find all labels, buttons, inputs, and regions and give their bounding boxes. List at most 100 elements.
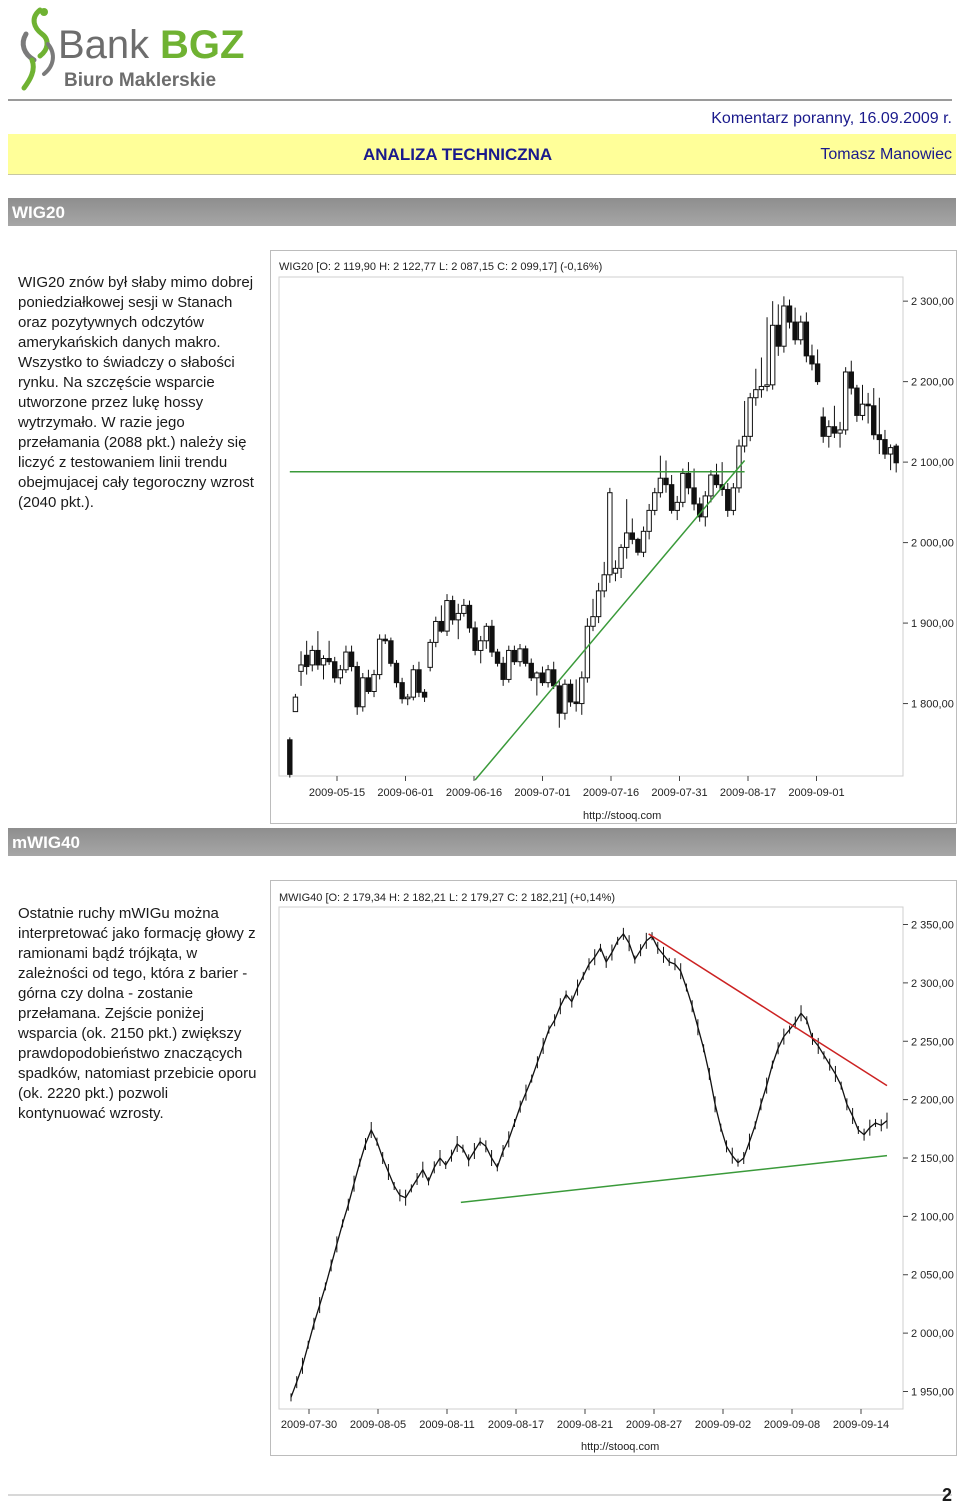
y-tick-label: 2 000,00	[911, 1328, 954, 1340]
candle-body	[652, 492, 658, 511]
candle-body	[646, 509, 652, 532]
candle-body	[854, 387, 860, 416]
candle-body	[871, 405, 877, 436]
candle-body	[713, 474, 720, 486]
candle-body	[567, 683, 574, 703]
candle-body	[792, 321, 798, 341]
logo-swirl-icon	[20, 7, 55, 91]
candle-body	[758, 385, 765, 391]
candle-body	[635, 538, 641, 553]
candle-body	[820, 416, 826, 437]
y-tick-label: 2 350,00	[911, 920, 954, 932]
candle-body	[461, 604, 467, 614]
candle-body	[399, 682, 405, 700]
y-tick-label: 2 200,00	[911, 377, 954, 389]
x-tick-label: 2009-08-17	[720, 787, 776, 799]
candle-body	[539, 672, 546, 684]
candle-body	[691, 487, 697, 505]
candle-body	[640, 530, 647, 553]
header-rule	[8, 99, 952, 101]
candle-body	[494, 651, 501, 664]
y-tick-label: 2 050,00	[911, 1270, 954, 1282]
candle-body	[472, 627, 478, 651]
candle-body	[455, 612, 461, 621]
candle-body	[320, 657, 327, 666]
candle-body	[803, 321, 810, 357]
report-author: Tomasz Manowiec	[820, 146, 952, 163]
candle-body	[354, 666, 360, 708]
y-tick-label: 2 250,00	[911, 1036, 954, 1048]
x-tick-label: 2009-07-30	[281, 1419, 337, 1431]
candle-body	[781, 305, 787, 347]
candle-body	[623, 532, 630, 548]
section-header-mwig40: mWIG40	[8, 828, 956, 856]
candle-body	[814, 363, 821, 383]
report-section-title: ANALIZA TECHNICZNA	[363, 145, 553, 164]
candle-body	[887, 447, 894, 455]
candle-body	[483, 625, 490, 642]
candle-body	[809, 355, 815, 365]
candle-body	[708, 474, 714, 497]
x-tick-label: 2009-06-16	[446, 787, 502, 799]
candle-body	[859, 403, 866, 416]
candle-body	[741, 435, 748, 447]
candle-body	[685, 472, 692, 489]
candle-body	[517, 648, 523, 663]
candle-body	[882, 439, 888, 455]
x-tick-label: 2009-08-11	[419, 1419, 474, 1431]
y-tick-label: 1 800,00	[911, 699, 954, 711]
chart-source: http://stooq.com	[581, 1441, 659, 1453]
x-tick-label: 2009-09-08	[764, 1419, 820, 1431]
candle-body	[680, 472, 686, 503]
candle-body	[753, 389, 759, 399]
candle-body	[365, 677, 372, 692]
candle-body	[444, 600, 450, 632]
candle-body	[775, 324, 781, 347]
y-tick-label: 2 200,00	[911, 1095, 954, 1107]
mwig40-chart-frame: MWIG40 [O: 2 179,34 H: 2 182,21 L: 2 179…	[270, 880, 957, 1456]
candle-body	[842, 371, 849, 431]
trend-line	[474, 460, 746, 781]
candle-body	[848, 371, 854, 389]
candle-body	[629, 532, 636, 540]
logo-brand-bold-text: BGZ	[160, 23, 244, 67]
candle-body	[893, 445, 899, 464]
bank-bgz-logo: Bank BGZ Biuro Maklerskie	[20, 7, 244, 91]
candle-body	[590, 616, 596, 627]
candle-body	[730, 487, 737, 511]
candle-body	[506, 649, 512, 680]
candle-body	[528, 662, 534, 679]
candle-body	[556, 685, 563, 714]
candle-body	[798, 321, 804, 341]
candle-body	[668, 484, 675, 511]
candle-body	[315, 649, 321, 666]
candle-body	[438, 620, 445, 632]
candle-body	[466, 604, 473, 629]
candle-body	[769, 324, 776, 386]
footer-rule	[8, 1494, 952, 1496]
mwig40-commentary: Ostatnie ruchy mWIGu można interpretować…	[18, 905, 257, 1122]
candle-body	[343, 651, 349, 671]
candle-body	[348, 651, 355, 668]
y-tick-label: 2 100,00	[911, 457, 954, 469]
candle-body	[573, 701, 579, 705]
candle-body	[545, 669, 551, 684]
candle-body	[427, 641, 433, 668]
candle-body	[393, 662, 400, 684]
plot-area	[278, 276, 904, 777]
candle-body	[601, 574, 607, 592]
report-date: Komentarz poranny, 16.09.2009 r.	[711, 110, 952, 127]
candle-body	[618, 546, 624, 569]
x-tick-label: 2009-06-01	[377, 787, 433, 799]
candle-body	[410, 669, 417, 698]
candle-body	[522, 648, 529, 664]
candle-body	[489, 625, 495, 653]
chart-title: MWIG40 [O: 2 179,34 H: 2 182,21 L: 2 179…	[279, 892, 615, 904]
candle-body	[534, 672, 540, 679]
section-header-wig20: WIG20	[8, 198, 956, 226]
wig20-commentary: WIG20 znów był słaby mimo dobrej poniedz…	[18, 274, 254, 511]
x-tick-label: 2009-08-17	[488, 1419, 544, 1431]
x-tick-label: 2009-09-14	[833, 1419, 889, 1431]
resistance-line	[648, 933, 888, 1087]
support-line	[460, 1154, 888, 1204]
